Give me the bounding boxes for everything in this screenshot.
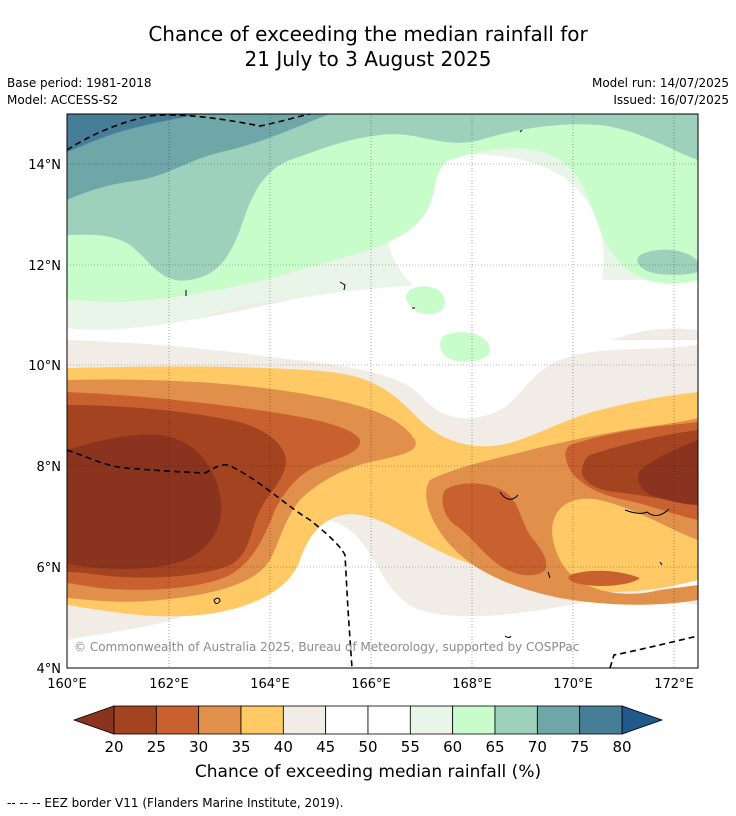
colorbar-label: Chance of exceeding median rainfall (%) [194,762,542,782]
lat-label-6: 6°N [37,561,62,576]
region-70-75-patch [637,249,698,275]
colorbar-tick-80: 80 [612,738,631,756]
region-80-plus [67,114,200,152]
region-70-75 [67,114,698,281]
map-frame [66,113,699,669]
colorbar-segment-4 [282,705,327,735]
model-name: Model: ACCESS-S2 [7,93,119,107]
colorbar-tick-30: 30 [189,738,208,756]
meta-left: Base period: 1981-2018 Model: ACCESS-S2 [7,75,152,109]
lon-label-170: 170°E [553,677,593,692]
colorbar-tick-25: 25 [147,738,166,756]
colorbar-segment-0 [113,705,157,735]
colorbar-segment-8 [452,705,496,735]
colorbar-tick-65: 65 [485,738,504,756]
region-25-30-south [568,570,640,586]
region-below-20-east [638,440,698,505]
eez-borders [67,114,698,668]
lat-label-14: 14°N [28,158,61,173]
colorbar-segment-7 [409,705,454,735]
lon-label-160: 160°E [47,677,87,692]
map-area [67,114,698,668]
region-white-central [385,153,604,322]
colorbar-high-extend [621,705,664,735]
lat-label-4: 4°N [37,662,62,677]
region-white-south [67,515,698,668]
copyright-text: © Commonwealth of Australia 2025, Bureau… [74,640,580,654]
region-60-65-patch [405,286,445,315]
colorbar-tick-40: 40 [274,738,293,756]
region-25-30-east [442,483,547,576]
meta-right: Model run: 14/07/2025 Issued: 16/07/2025 [592,75,729,109]
region-75-80 [67,114,330,200]
lon-label-166: 166°E [351,677,391,692]
region-below-20 [67,434,222,569]
colorbar-ticks: 20 25 30 35 40 45 50 55 60 65 70 75 80 [104,738,631,756]
axis-labels: 14°N 12°N 10°N 8°N 6°N 4°N 160°E 162°E 1… [28,158,694,692]
eez-footnote: -- -- -- EEZ border V11 (Flanders Marine… [7,796,344,810]
colorbar [72,705,664,735]
lat-label-12: 12°N [28,259,61,274]
graticule [67,114,698,668]
lon-label-164: 164°E [250,677,290,692]
colorbar-low-extend [72,705,115,735]
colorbar-segment-5 [325,705,369,735]
colorbar-tick-50: 50 [358,738,377,756]
title-line-1: Chance of exceeding the median rainfall … [148,22,588,46]
colorbar-segment-3 [240,705,284,735]
lat-label-8: 8°N [37,460,62,475]
lat-label-10: 10°N [28,359,61,374]
colorbar-segment-11 [579,705,623,735]
lon-label-172: 172°E [654,677,694,692]
issued-date: Issued: 16/07/2025 [613,93,729,107]
colorbar-segment-10 [536,705,581,735]
colorbar-tick-20: 20 [104,738,123,756]
colorbar-tick-60: 60 [443,738,462,756]
title-line-2: 21 July to 3 August 2025 [244,47,492,71]
islands [185,129,670,638]
map-title: Chance of exceeding the median rainfall … [0,22,736,72]
colorbar-tick-55: 55 [401,738,420,756]
colorbar-segment-6 [367,705,411,735]
lon-label-168: 168°E [452,677,492,692]
colorbar-tick-35: 35 [231,738,250,756]
colorbar-segment-2 [198,705,242,735]
colorbar-tick-70: 70 [528,738,547,756]
region-60-65-patch-2 [440,332,490,362]
colorbar-segment-9 [494,705,538,735]
colorbar-segment-1 [155,705,200,735]
model-run: Model run: 14/07/2025 [591,76,729,90]
colorbar-tick-75: 75 [570,738,589,756]
lon-label-162: 162°E [149,677,189,692]
colorbar-tick-45: 45 [316,738,335,756]
base-period: Base period: 1981-2018 [7,76,152,90]
